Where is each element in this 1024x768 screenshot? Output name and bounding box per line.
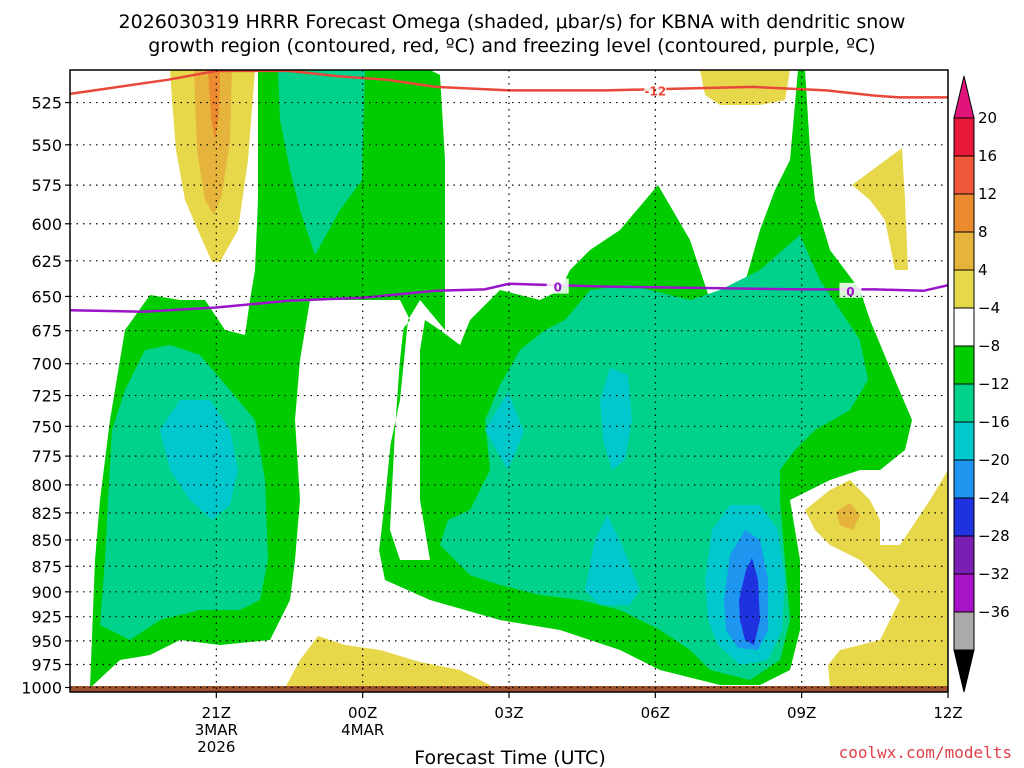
- y-tick-label: 600: [31, 215, 62, 234]
- colorbar-label: 4: [978, 261, 988, 279]
- colorbar-segment: [953, 573, 975, 613]
- x-tick-label: 09Z: [787, 704, 816, 722]
- x-tick-label: 12Z: [933, 704, 962, 722]
- colorbar-top-arrow: [953, 75, 975, 119]
- y-tick-label: 875: [31, 557, 62, 576]
- y-tick-label: 975: [31, 655, 62, 674]
- colorbar-segment: [953, 155, 975, 195]
- y-tick-label: 625: [31, 252, 62, 271]
- omega-region-minus12-mid3: [585, 515, 640, 605]
- colorbar-label: −32: [978, 565, 1010, 583]
- omega-zero-channel: [290, 300, 540, 672]
- colorbar: 20 16 12 8 4 −4 −8 −12 −16 −20 −24 −28 −32 −36: [953, 75, 1010, 693]
- y-tick-label: 800: [31, 476, 62, 495]
- x-tick-label: 21Z: [202, 704, 231, 722]
- y-tick-label: 575: [31, 176, 62, 195]
- colorbar-label: 12: [978, 185, 997, 203]
- colorbar-label: 20: [978, 109, 997, 127]
- y-tick-label: 675: [31, 322, 62, 341]
- y-tick-label: 925: [31, 608, 62, 627]
- omega-region-plus4-bottom-center: [285, 636, 490, 688]
- y-tick-label: 525: [31, 94, 62, 113]
- colorbar-segment: [953, 459, 975, 499]
- y-axis: 525 550 575 600 625 650 675 700 725 750 775 800 825 8…: [21, 94, 70, 697]
- y-tick-label: 850: [31, 531, 62, 550]
- omega-region-plus12-upper-left: [208, 70, 220, 140]
- colorbar-label: −24: [978, 489, 1010, 507]
- x-tick-label: 3MAR: [195, 721, 238, 739]
- omega-region-minus20-core: [739, 558, 760, 645]
- y-tick-label: 650: [31, 287, 62, 306]
- colorbar-segment: [953, 193, 975, 233]
- colorbar-segment: [953, 421, 975, 461]
- colorbar-label: 16: [978, 147, 997, 165]
- colorbar-segment: [953, 117, 975, 157]
- y-tick-label: 1000: [21, 678, 62, 697]
- omega-region-minus12-mid1: [485, 392, 524, 470]
- colorbar-label: −16: [978, 413, 1010, 431]
- y-tick-label: 825: [31, 504, 62, 523]
- x-tick-label: 00Z: [348, 704, 377, 722]
- omega-region-plus8-upper-left: [194, 70, 232, 215]
- colorbar-label: −4: [978, 299, 1000, 317]
- y-tick-label: 750: [31, 417, 62, 436]
- x-tick-label: 06Z: [641, 704, 670, 722]
- freezing-contour-label: 0: [846, 285, 854, 299]
- x-axis-label: Forecast Time (UTC): [414, 747, 605, 768]
- y-tick-label: 725: [31, 387, 62, 406]
- colorbar-label: −12: [978, 375, 1010, 393]
- freezing-contour-label-bg: [546, 278, 569, 294]
- x-tick-label: 03Z: [494, 704, 523, 722]
- colorbar-bottom-arrow: [953, 649, 975, 693]
- colorbar-label: 8: [978, 223, 988, 241]
- omega-region-plus4-right-upper: [852, 148, 908, 270]
- colorbar-label: −36: [978, 603, 1010, 621]
- colorbar-segment: [953, 345, 975, 385]
- y-tick-label: 950: [31, 632, 62, 651]
- colorbar-label: −8: [978, 337, 1000, 355]
- y-tick-label: 700: [31, 355, 62, 374]
- dgz-minus12-contour: [70, 70, 948, 99]
- colorbar-segment: [953, 497, 975, 537]
- omega-shading: -12 0 0: [70, 70, 948, 692]
- freezing-level-contour: [70, 282, 948, 313]
- colorbar-segment: [953, 383, 975, 423]
- freezing-contour-label: 0: [554, 281, 562, 295]
- x-tick-label: 4MAR: [341, 721, 384, 739]
- omega-region-minus12-left: [160, 400, 238, 520]
- colorbar-segment: [953, 611, 975, 651]
- omega-region-minus8-upper: [278, 70, 365, 255]
- colorbar-segment: [953, 231, 975, 271]
- colorbar-label: −28: [978, 527, 1010, 545]
- x-tick-label: 2026: [197, 738, 235, 756]
- colorbar-segment: [953, 535, 975, 575]
- colorbar-segment: [953, 269, 975, 309]
- colorbar-segment: [953, 307, 975, 347]
- y-tick-label: 900: [31, 583, 62, 602]
- omega-region-plus8-right-lower: [836, 503, 860, 530]
- omega-region-minus12-mid2: [600, 368, 632, 470]
- chart-title-line1: 2026030319 HRRR Forecast Omega (shaded, …: [119, 11, 906, 33]
- y-tick-label: 550: [31, 136, 62, 155]
- credit-text: coolwx.com/modelts: [839, 743, 1012, 762]
- dgz-contour-label: -12: [644, 84, 666, 98]
- colorbar-label: −20: [978, 451, 1010, 469]
- chart-title-line2: growth region (contoured, red, ºC) and f…: [148, 35, 875, 57]
- freezing-contour-label-bg: [839, 282, 862, 298]
- y-tick-label: 775: [31, 447, 62, 466]
